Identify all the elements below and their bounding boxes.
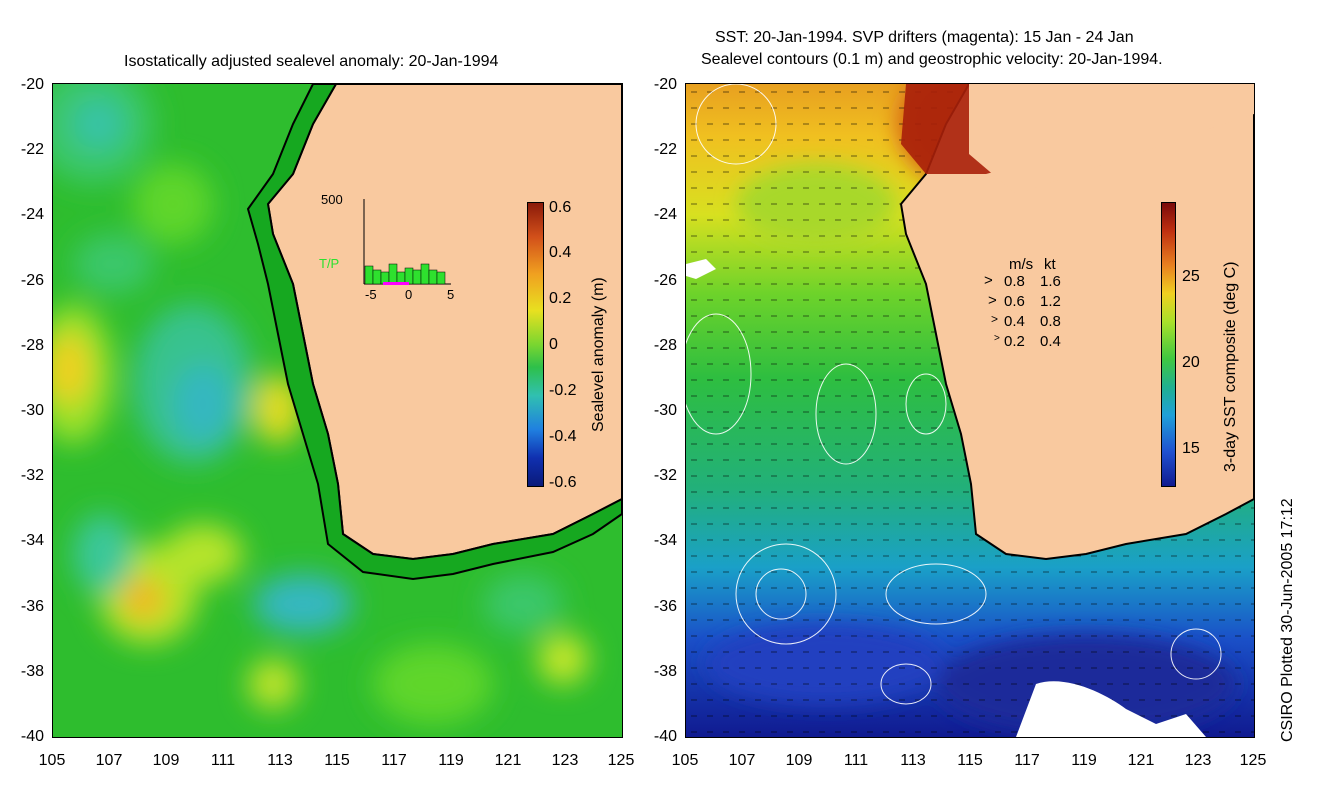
left-y-tick: -22 (20, 141, 44, 158)
left-x-tick: 105 (38, 752, 66, 769)
sealevel-anomaly-field (53, 84, 622, 737)
left-y-tick: -32 (20, 467, 44, 484)
sealevel-colorbar-tick: 0.4 (549, 244, 572, 261)
speed-key-kt: 0.8 (1040, 313, 1061, 330)
sealevel-colorbar-label: Sealevel anomaly (m) (590, 277, 607, 432)
inset-ymax-label: 500 (321, 192, 343, 207)
speed-key-arrow-icon: > (991, 312, 999, 326)
left-x-tick: 113 (267, 752, 293, 769)
left-map-title: Isostatically adjusted sealevel anomaly:… (124, 53, 499, 70)
sst-colorbar-tick: 25 (1182, 268, 1200, 285)
right-y-tick: -34 (653, 532, 677, 549)
right-x-tick: 115 (957, 752, 983, 769)
sealevel-colorbar-tick: -0.2 (549, 382, 577, 399)
right-y-tick: -30 (653, 402, 677, 419)
speed-key-header-ms: m/s (1009, 256, 1034, 273)
tp-histogram-inset (363, 199, 451, 285)
left-y-tick: -36 (20, 598, 44, 615)
right-map-title-line2: Sealevel contours (0.1 m) and geostrophi… (701, 51, 1163, 68)
right-y-tick: -22 (653, 141, 677, 158)
left-x-tick: 121 (494, 752, 522, 769)
sealevel-colorbar-tick: -0.4 (549, 428, 577, 445)
right-x-tick: 113 (900, 752, 926, 769)
right-x-tick: 119 (1071, 752, 1097, 769)
right-y-tick: -24 (653, 206, 677, 223)
left-y-tick: -20 (20, 76, 44, 93)
right-x-tick: 123 (1184, 752, 1212, 769)
right-x-tick: 111 (843, 752, 869, 769)
right-y-tick: -32 (653, 467, 677, 484)
inset-x-tick-mid: 0 (405, 287, 413, 302)
speed-key-arrow-icon: > (988, 292, 997, 309)
right-y-tick: -38 (653, 663, 677, 680)
right-map-title-line1: SST: 20-Jan-1994. SVP drifters (magenta)… (715, 29, 1134, 46)
left-x-tick: 115 (324, 752, 350, 769)
sealevel-colorbar-tick: -0.6 (549, 474, 577, 491)
speed-key-header-kt: kt (1044, 256, 1056, 273)
right-x-tick: 107 (728, 752, 756, 769)
speed-key-arrow-icon: > (994, 333, 1000, 344)
sealevel-colorbar (527, 202, 544, 487)
left-y-tick: -30 (20, 402, 44, 419)
right-y-tick: -40 (653, 728, 677, 745)
left-y-tick: -34 (20, 532, 44, 549)
left-x-tick: 107 (95, 752, 123, 769)
right-y-tick: -26 (653, 272, 677, 289)
speed-key-ms: 0.4 (1004, 313, 1025, 330)
sealevel-colorbar-tick: 0.2 (549, 290, 572, 307)
sst-colorbar (1161, 202, 1176, 487)
right-x-tick: 105 (671, 752, 699, 769)
sealevel-colorbar-tick: 0.6 (549, 199, 572, 216)
speed-key-kt: 1.2 (1040, 293, 1061, 310)
sealevel-colorbar-tick: 0 (549, 336, 558, 353)
left-x-tick: 109 (152, 752, 180, 769)
sst-colorbar-tick: 20 (1182, 354, 1200, 371)
sst-colorbar-label: 3-day SST composite (deg C) (1222, 261, 1239, 472)
inset-series-label: T/P (319, 256, 340, 271)
right-x-tick: 121 (1127, 752, 1155, 769)
left-y-tick: -26 (20, 272, 44, 289)
right-y-tick: -20 (653, 76, 677, 93)
right-x-tick: 125 (1239, 752, 1267, 769)
speed-key-kt: 1.6 (1040, 273, 1061, 290)
left-x-tick: 123 (551, 752, 579, 769)
speed-key-ms: 0.2 (1004, 333, 1025, 350)
right-y-tick: -36 (653, 598, 677, 615)
plot-credit: CSIRO Plotted 30-Jun-2005 17:12 (1279, 498, 1296, 742)
left-x-tick: 125 (607, 752, 635, 769)
sst-colorbar-tick: 15 (1182, 440, 1200, 457)
speed-key-ms: 0.8 (1004, 273, 1025, 290)
speed-key-arrow-icon: > (984, 272, 993, 289)
left-x-tick: 111 (210, 752, 236, 769)
speed-key-kt: 0.4 (1040, 333, 1061, 350)
left-x-tick: 117 (381, 752, 407, 769)
right-x-tick: 117 (1014, 752, 1040, 769)
left-y-tick: -24 (20, 206, 44, 223)
left-x-tick: 119 (438, 752, 464, 769)
right-x-tick: 109 (785, 752, 813, 769)
left-map[interactable]: 500 T/P -5 0 5 (52, 83, 623, 738)
left-y-tick: -28 (20, 337, 44, 354)
left-y-tick: -38 (20, 663, 44, 680)
left-y-tick: -40 (20, 728, 44, 745)
inset-x-tick-right: 5 (447, 287, 455, 302)
inset-x-tick-left: -5 (365, 287, 377, 302)
speed-key-ms: 0.6 (1004, 293, 1025, 310)
right-y-tick: -28 (653, 337, 677, 354)
